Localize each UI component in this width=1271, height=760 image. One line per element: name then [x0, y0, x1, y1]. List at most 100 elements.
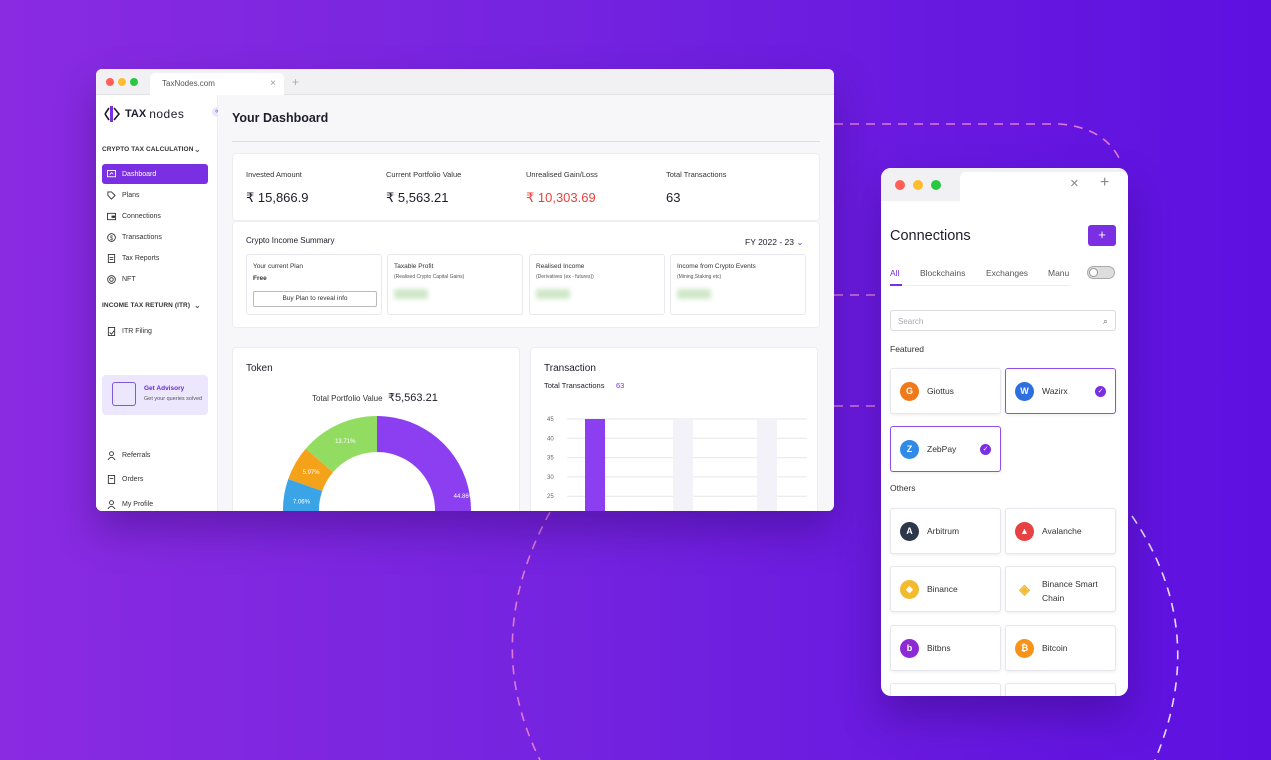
tag-icon: [107, 190, 116, 200]
section-itr[interactable]: INCOME TAX RETURN (ITR) ⌄: [102, 301, 201, 310]
exchange-name: Giottus: [927, 386, 954, 396]
blurred-value: [677, 289, 711, 299]
exchange-card-bitcoin[interactable]: ₿ Bitcoin: [1005, 625, 1116, 671]
sidebar-item-label: My Profile: [122, 500, 154, 508]
exchange-card-bsc[interactable]: ◈ Binance Smart Chain: [1005, 566, 1116, 612]
search-input[interactable]: Search ⌕: [890, 310, 1116, 331]
browser-tab[interactable]: ×: [960, 172, 1128, 201]
stats-card: Invested Amount ₹ 15,866.9 Current Portf…: [232, 153, 820, 221]
minimize-dot[interactable]: [913, 180, 923, 190]
advisory-illustration-icon: [112, 382, 136, 406]
dollar-icon: $: [107, 232, 116, 242]
exchange-card-wazirx[interactable]: W Wazirx ✓: [1005, 368, 1116, 414]
advisory-subtitle: Get your queries solved: [144, 396, 203, 402]
tab-exchanges[interactable]: Exchanges: [986, 268, 1029, 278]
minimize-dot[interactable]: [118, 78, 126, 86]
sidebar-item-transactions[interactable]: $ Transactions: [102, 227, 208, 247]
exchange-name: ZebPay: [927, 444, 957, 454]
plan-label: Your current Plan: [253, 263, 303, 270]
sidebar-item-nft[interactable]: NFT: [102, 269, 208, 289]
new-tab-icon[interactable]: +: [1100, 174, 1110, 191]
new-tab-icon[interactable]: +: [292, 75, 300, 89]
featured-label: Featured: [890, 344, 925, 354]
chevron-down-icon: ⌄: [194, 145, 201, 154]
exchange-card-zebpay[interactable]: Z ZebPay ✓: [890, 426, 1001, 472]
token-title: Token: [246, 363, 273, 374]
exchange-card-partial[interactable]: [1005, 683, 1116, 696]
donut-slice-label: 5.97%: [303, 470, 321, 476]
close-dot[interactable]: [106, 78, 114, 86]
maximize-dot[interactable]: [931, 180, 941, 190]
total-transactions-value: 63: [616, 381, 625, 390]
wallet-icon: [107, 212, 116, 220]
exchange-name: Bitbns: [927, 643, 951, 653]
exchange-card-giottus[interactable]: G Giottus: [890, 368, 1001, 414]
bar-placeholder: [673, 419, 693, 511]
stat-value: 63: [666, 190, 681, 205]
exchange-card-partial[interactable]: [890, 683, 1001, 696]
donut-slice-label: 44.86%: [454, 494, 475, 500]
sidebar-item-dashboard[interactable]: Dashboard: [102, 164, 208, 184]
sidebar-item-label: Orders: [122, 475, 144, 483]
browser-tab[interactable]: TaxNodes.com ×: [150, 73, 284, 95]
exchange-card-avalanche[interactable]: ▲ Avalanche: [1005, 508, 1116, 554]
exchange-card-binance[interactable]: ◆ Binance: [890, 566, 1001, 612]
box-title: Realised Income: [536, 263, 585, 270]
logo[interactable]: TAX nodes: [102, 105, 184, 123]
sidebar-item-my-profile[interactable]: My Profile: [102, 494, 208, 511]
logo-text-light: nodes: [149, 107, 185, 121]
giottus-icon: G: [900, 382, 919, 401]
sidebar-item-connections[interactable]: Connections: [102, 206, 208, 226]
stat-label: Current Portfolio Value: [386, 170, 462, 179]
sidebar-item-orders[interactable]: Orders: [102, 469, 208, 489]
exchange-name: Avalanche: [1042, 526, 1082, 536]
plan-value: Free: [253, 275, 267, 282]
sidebar-item-label: Plans: [122, 191, 140, 199]
transaction-title: Transaction: [544, 363, 596, 374]
tab-close-icon[interactable]: ×: [1070, 175, 1079, 192]
sidebar-item-tax-reports[interactable]: Tax Reports: [102, 248, 208, 268]
section-crypto-tax[interactable]: CRYPTO TAX CALCULATION ⌄: [102, 145, 201, 154]
y-tick-label: 35: [547, 456, 554, 462]
divider: [232, 141, 820, 142]
check-icon: ✓: [980, 444, 991, 455]
exchange-card-bitbns[interactable]: b Bitbns: [890, 625, 1001, 671]
sidebar-item-label: Transactions: [122, 233, 162, 241]
section-label: CRYPTO TAX CALCULATION: [102, 146, 194, 153]
sidebar-item-referrals[interactable]: Referrals: [102, 445, 208, 465]
portfolio-total-value: ₹5,563.21: [388, 392, 438, 404]
tab-manual[interactable]: Manu: [1048, 268, 1070, 278]
bar: [585, 419, 605, 511]
exchange-name: Bitcoin: [1042, 643, 1068, 653]
logo-icon: [104, 106, 121, 122]
collapse-icon[interactable]: «: [212, 107, 222, 117]
add-connection-button[interactable]: +: [1088, 225, 1116, 246]
binance-icon: ◆: [900, 580, 919, 599]
user-icon: [107, 450, 116, 460]
exchange-name: Arbitrum: [927, 526, 960, 536]
exchange-card-arbitrum[interactable]: A Arbitrum: [890, 508, 1001, 554]
stat-value: ₹ 5,563.21: [386, 190, 449, 205]
y-tick-label: 30: [547, 475, 554, 481]
donut-slice: [283, 479, 323, 511]
user-icon: [107, 499, 116, 509]
sidebar-item-plans[interactable]: Plans: [102, 185, 208, 205]
maximize-dot[interactable]: [130, 78, 138, 86]
tab-all[interactable]: All: [890, 268, 900, 278]
fy-selector[interactable]: FY 2022 - 23 ⌄: [745, 237, 804, 248]
box-subtitle: (Mining,Staking etc): [677, 274, 722, 280]
advisory-banner[interactable]: Get Advisory Get your queries solved: [102, 375, 208, 415]
buy-plan-button[interactable]: Buy Plan to reveal info: [253, 291, 377, 307]
tab-close-icon[interactable]: ×: [270, 78, 276, 89]
connections-title: Connections: [890, 228, 971, 244]
toggle-switch[interactable]: [1087, 266, 1115, 279]
tab-divider: [890, 285, 1070, 286]
dashboard-icon: [107, 169, 116, 177]
tab-blockchains[interactable]: Blockchains: [920, 268, 966, 278]
sidebar-item-label: NFT: [122, 275, 136, 283]
close-dot[interactable]: [895, 180, 905, 190]
browser-chrome: TaxNodes.com × +: [96, 69, 834, 95]
donut-slice-label: 7.06%: [293, 499, 311, 505]
sidebar-item-itr-filing[interactable]: ITR Filing: [102, 321, 208, 341]
